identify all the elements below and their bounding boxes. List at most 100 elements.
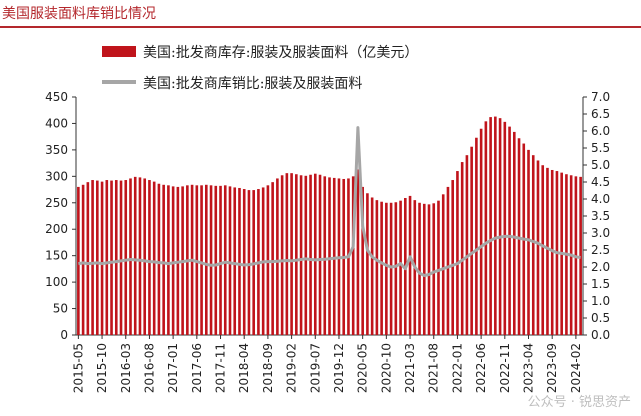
- bar: [361, 186, 364, 335]
- x-tick-label: 2020-05: [356, 343, 370, 393]
- x-tick-label: 2022-06: [474, 343, 488, 393]
- bar: [579, 176, 582, 335]
- x-tick-label: 2015-05: [71, 343, 85, 393]
- y-left-tick-label: 50: [53, 302, 68, 316]
- y-left-tick-label: 450: [45, 90, 68, 104]
- bar: [223, 185, 227, 335]
- legend: 美国:批发商库存:服装及服装面料（亿美元） 美国:批发商库销比:服装及服装面料: [102, 45, 418, 92]
- y-right-tick-label: 4.0: [591, 192, 610, 206]
- bar: [114, 180, 118, 335]
- x-tick-label: 2018-04: [237, 343, 251, 393]
- bar: [304, 175, 308, 335]
- bar: [389, 202, 393, 335]
- bar: [124, 180, 128, 335]
- bar: [309, 174, 312, 335]
- bar: [494, 116, 497, 336]
- bar: [96, 180, 99, 335]
- bar: [77, 186, 80, 335]
- watermark: 公众号 · 锐思资产: [527, 395, 631, 410]
- bar: [91, 180, 94, 335]
- x-tick-label: 2021-03: [403, 343, 417, 393]
- x-tick-label: 2023-04: [522, 343, 536, 393]
- x-tick-label: 2016-08: [142, 343, 156, 393]
- bar: [531, 155, 535, 335]
- bar: [375, 200, 379, 335]
- bar: [512, 131, 516, 335]
- bar: [527, 149, 530, 335]
- y-right-tick-label: 6.0: [591, 124, 610, 138]
- bar: [550, 169, 554, 335]
- bar: [408, 195, 412, 335]
- bar: [209, 185, 213, 335]
- bar: [148, 180, 151, 335]
- bar: [484, 121, 488, 335]
- bar: [380, 201, 383, 335]
- bar: [242, 189, 246, 335]
- y-right-tick-label: 6.5: [591, 107, 610, 121]
- bar: [328, 177, 331, 335]
- y-right-tick-label: 5.0: [591, 158, 610, 172]
- bar: [456, 171, 459, 335]
- bar: [167, 185, 170, 335]
- bar: [508, 126, 511, 336]
- bar: [479, 128, 483, 335]
- bar: [200, 185, 203, 335]
- bar: [366, 193, 369, 335]
- bar: [541, 165, 545, 335]
- bar: [233, 187, 237, 335]
- bar: [171, 186, 175, 335]
- x-tick-label: 2021-08: [427, 343, 441, 393]
- y-right-tick-label: 1.0: [591, 294, 610, 308]
- bar: [143, 178, 147, 335]
- bar: [228, 186, 232, 335]
- x-tick-label: 2024-02: [569, 343, 583, 393]
- bar: [271, 182, 274, 335]
- bar: [427, 204, 431, 335]
- y-right-tick-label: 3.5: [591, 209, 610, 223]
- bar: [351, 176, 355, 335]
- bar: [437, 200, 440, 335]
- bar: [475, 137, 478, 335]
- y-right-tick-label: 1.5: [591, 277, 610, 291]
- bar: [332, 177, 336, 335]
- bar: [129, 178, 132, 335]
- bar: [498, 118, 502, 336]
- bar: [432, 203, 436, 335]
- bar: [318, 174, 322, 335]
- bar: [536, 160, 540, 335]
- bar: [290, 173, 293, 335]
- bar: [138, 177, 142, 335]
- bar: [441, 194, 445, 335]
- bar: [247, 190, 251, 335]
- y-right-tick-label: 0.5: [591, 311, 610, 325]
- y-left-tick-label: 100: [45, 275, 68, 289]
- bar: [110, 180, 113, 335]
- x-tick-label: 2019-02: [285, 343, 299, 393]
- bar: [546, 167, 549, 335]
- bar: [105, 180, 109, 335]
- y-right-tick-label: 5.5: [591, 141, 610, 155]
- y-right-tick-label: 3.0: [591, 226, 610, 240]
- y-right-tick-label: 0.0: [591, 328, 610, 342]
- bar: [394, 202, 398, 335]
- x-tick-label: 2018-09: [261, 343, 275, 393]
- bar: [133, 176, 137, 335]
- y-left-tick-label: 150: [45, 249, 68, 263]
- bar: [162, 184, 165, 335]
- bar: [370, 197, 374, 335]
- x-tick-label: 2023-09: [545, 343, 559, 393]
- y-left-tick-label: 300: [45, 169, 68, 183]
- x-tick-label: 2017-11: [214, 343, 228, 393]
- bar: [295, 174, 298, 335]
- bar: [489, 117, 492, 335]
- bar: [205, 184, 208, 335]
- x-tick-label: 2019-12: [332, 343, 346, 393]
- x-tick-label: 2017-06: [190, 343, 204, 393]
- x-tick-label: 2015-10: [95, 343, 109, 393]
- bar: [152, 181, 156, 335]
- y-left-tick-label: 250: [45, 196, 68, 210]
- bar: [86, 182, 90, 335]
- bar: [285, 173, 289, 335]
- title-rule: [0, 26, 641, 28]
- x-tick-label: 2017-01: [166, 343, 180, 393]
